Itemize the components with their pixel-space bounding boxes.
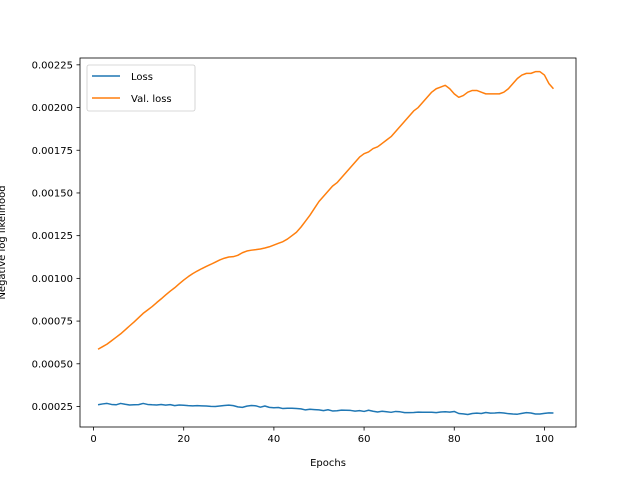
y-tick-label: 0.00050 [32,359,73,370]
y-tick-label: 0.00125 [32,231,73,242]
y-tick-label: 0.00150 [32,188,73,199]
x-tick-label: 60 [358,434,371,445]
legend: Loss Val. loss [86,64,196,112]
series-line-0 [97,402,554,416]
plot-area-frame [79,57,577,428]
legend-label-0: Loss [131,72,153,83]
y-tick-label: 0.00025 [32,402,73,413]
y-axis: 0.00025 0.00050 0.00075 0.00100 0.00125 0.001… [32,60,80,413]
y-tick-label: 0.00225 [32,60,73,71]
x-tick-label: 0 [90,434,96,445]
x-tick-label: 40 [268,434,281,445]
plot-area-background [80,58,576,427]
x-axis-label: Epochs [310,458,346,469]
x-axis: 0 20 40 60 80 100 [90,427,554,445]
series-layer [97,70,555,416]
legend-label-1: Val. loss [131,94,172,105]
y-tick-label: 0.00100 [32,274,73,285]
y-tick-label: 0.00175 [32,146,73,157]
y-axis-label: Negative log likelihood [0,185,8,299]
x-tick-label: 100 [535,434,554,445]
series-line-1 [97,70,555,350]
y-tick-label: 0.00075 [32,317,73,328]
y-tick-label: 0.00200 [32,103,73,114]
x-tick-label: 80 [448,434,461,445]
x-tick-label: 20 [177,434,190,445]
